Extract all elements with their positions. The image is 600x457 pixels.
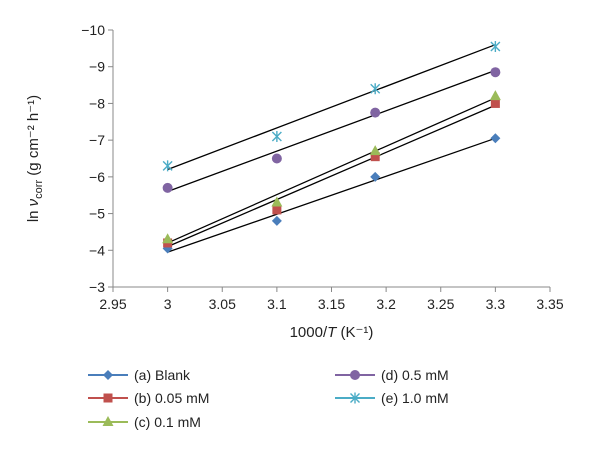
point-b-0-05-mm	[370, 152, 380, 162]
fit-lines	[167, 44, 496, 253]
point-c-0-1-mm	[162, 233, 174, 244]
point-a-blank	[271, 215, 282, 226]
point-d-0-5-mm	[490, 67, 501, 78]
legend-marker	[350, 370, 360, 380]
legend-label: (e) 1.0 mM	[381, 390, 449, 406]
point-e-1-0-mm	[490, 41, 501, 53]
point-a-blank	[370, 171, 381, 182]
x-tick-label: 3.25	[427, 296, 454, 312]
y-tick-label: −6	[89, 169, 105, 185]
legend-marker	[103, 393, 113, 403]
legend-label: (c) 0.1 mM	[134, 414, 201, 430]
point-b-0-05-mm	[272, 205, 282, 215]
y-tick-label: −10	[81, 22, 105, 38]
legend-marker	[350, 392, 360, 404]
legend-item-b-0-05-mm: (b) 0.05 mM	[88, 390, 209, 406]
data-markers	[162, 41, 501, 254]
y-tick-label: −5	[89, 206, 105, 222]
y-tick-label: −7	[89, 132, 105, 148]
y-tick-label: −3	[89, 279, 105, 295]
axes: 2.95 3 3.05 3.1 3.15 3.2 3.25 3.3 3.35 −3 −4 −5 −6 −7…	[25, 22, 564, 341]
point-e-1-0-mm	[162, 160, 173, 172]
fit-line-c-0-1-mm	[167, 97, 496, 244]
legend: (a) Blank (b) 0.05 mM (c) 0.1 mM (d) 0.5 mM…	[88, 367, 449, 430]
fit-line-d-0-5-mm	[167, 69, 496, 193]
legend-marker	[102, 416, 114, 426]
y-tick-label: −4	[89, 242, 105, 258]
y-tick-label: −9	[89, 59, 105, 75]
legend-item-d-0-5-mm: (d) 0.5 mM	[335, 367, 449, 383]
legend-label: (b) 0.05 mM	[134, 390, 209, 406]
point-d-0-5-mm	[162, 182, 173, 193]
legend-marker	[103, 370, 113, 380]
point-e-1-0-mm	[370, 83, 381, 95]
legend-item-e-1-0-mm: (e) 1.0 mM	[335, 390, 449, 406]
y-tick-label: −8	[89, 95, 105, 111]
x-tick-label: 3.1	[267, 296, 287, 312]
point-d-0-5-mm	[271, 153, 282, 164]
x-tick-label: 3.35	[536, 296, 563, 312]
point-a-blank	[490, 133, 501, 144]
point-e-1-0-mm	[271, 130, 282, 142]
point-c-0-1-mm	[369, 145, 381, 156]
point-d-0-5-mm	[370, 107, 381, 118]
x-tick-label: 3.05	[209, 296, 236, 312]
fit-line-a-blank	[167, 137, 496, 253]
x-tick-label: 3	[164, 296, 172, 312]
point-c-0-1-mm	[489, 90, 501, 101]
x-tick-label: 3.2	[376, 296, 396, 312]
fit-line-e-1-0-mm	[167, 44, 496, 171]
fit-line-b-0-05-mm	[167, 104, 496, 248]
x-tick-label: 3.15	[318, 296, 345, 312]
legend-item-c-0-1-mm: (c) 0.1 mM	[88, 414, 201, 430]
x-tick-label: 3.3	[486, 296, 506, 312]
legend-item-a-blank: (a) Blank	[88, 367, 191, 383]
legend-label: (a) Blank	[134, 367, 191, 383]
point-c-0-1-mm	[271, 196, 283, 207]
x-tick-label: 2.95	[99, 296, 126, 312]
y-axis-title: ln νcorr (g cm⁻² h⁻¹)	[25, 95, 45, 222]
x-axis-title: 1000/T (K⁻¹)	[290, 324, 374, 341]
point-b-0-05-mm	[490, 98, 500, 108]
legend-label: (d) 0.5 mM	[381, 367, 449, 383]
